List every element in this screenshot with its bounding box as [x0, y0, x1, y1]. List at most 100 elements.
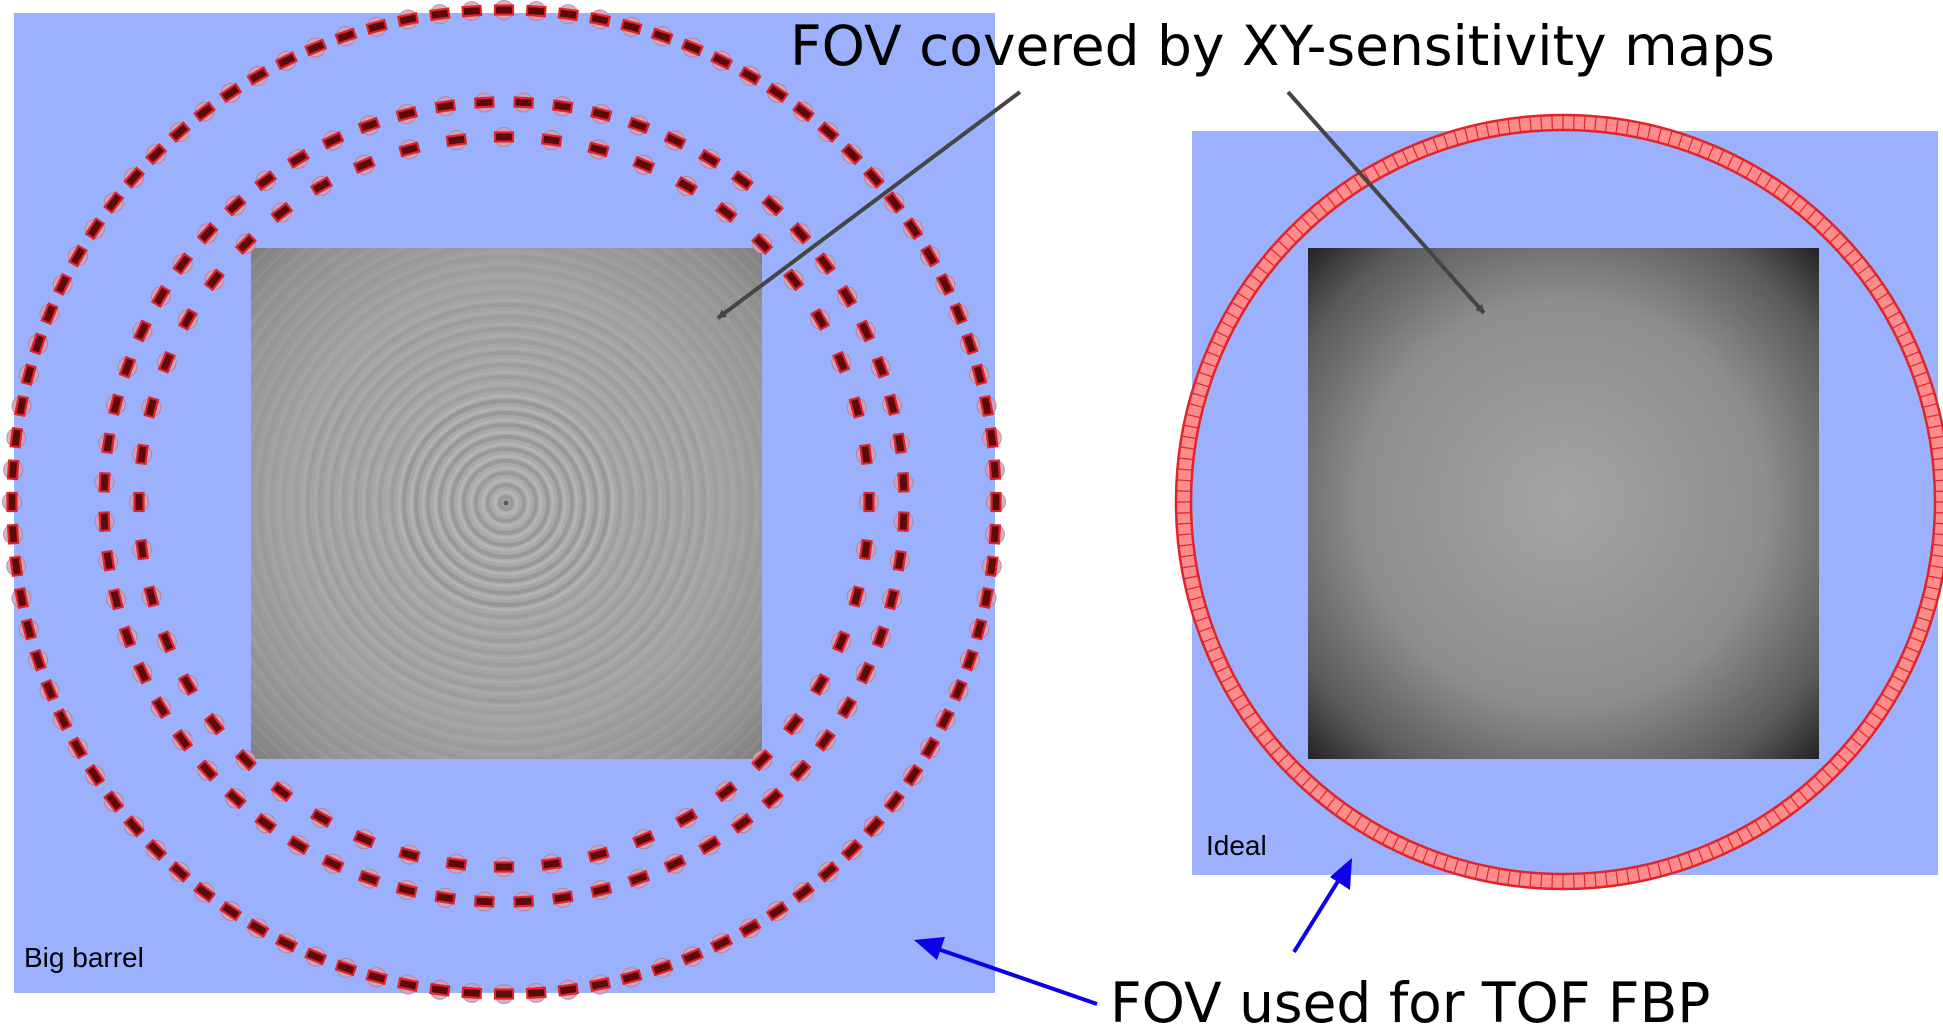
detector-module: [395, 104, 418, 124]
detector-module: [461, 1, 483, 22]
detector-module: [196, 759, 219, 782]
detector-module: [132, 538, 153, 561]
detector-module: [123, 166, 145, 189]
panel-label-big-barrel: Big barrel: [24, 942, 144, 973]
detector-module: [334, 26, 358, 47]
detector-module: [156, 350, 177, 374]
detector-module: [94, 472, 115, 493]
detector-module: [632, 829, 656, 850]
detector-module: [817, 121, 840, 143]
detector-module: [398, 844, 421, 865]
detector-module: [254, 170, 278, 192]
detector-module: [445, 130, 468, 151]
tof-callout: FOV used for TOF FBP: [1110, 971, 1710, 1033]
detector-module: [587, 844, 610, 865]
detector-module: [984, 523, 1005, 545]
sensitivity-ring-light: [325, 322, 687, 684]
detector-module: [117, 625, 138, 649]
detector-module: [855, 538, 876, 561]
detector-module: [193, 881, 216, 903]
detector-module: [663, 130, 687, 151]
detector-module: [141, 396, 162, 419]
detector-module: [765, 82, 789, 104]
detector-module: [831, 630, 852, 654]
detector-module: [67, 736, 88, 760]
sensitivity-ring: [438, 435, 574, 571]
detector-module: [840, 838, 864, 862]
detector-module: [474, 92, 495, 113]
sensitivity-ring-light: [385, 382, 627, 624]
detector-module: [513, 92, 534, 113]
detector-module: [976, 587, 997, 609]
detector-module: [632, 154, 656, 175]
detector-module: [976, 395, 997, 417]
detector-module: [270, 781, 294, 803]
detector-module: [395, 880, 418, 900]
detector-module: [67, 244, 88, 268]
detector-module: [969, 363, 990, 386]
detector-module: [889, 432, 910, 455]
sensitivity-ring: [354, 351, 658, 655]
detector-module: [750, 748, 774, 772]
detector-module: [540, 853, 563, 874]
detector-module: [859, 491, 879, 513]
detector-module: [893, 511, 914, 532]
detector-module: [172, 252, 194, 276]
detector-module: [224, 194, 247, 217]
detector-module: [429, 4, 451, 25]
detector-module: [84, 217, 106, 241]
detector-module: [889, 549, 910, 572]
detector-module: [365, 16, 388, 37]
detector-module: [986, 491, 1006, 513]
detector-module: [357, 868, 381, 889]
detector-module: [837, 696, 858, 720]
detector-module: [698, 148, 722, 169]
detector-module: [398, 139, 421, 160]
detector-module: [365, 967, 388, 988]
detector-module: [810, 307, 831, 332]
detector-module: [52, 708, 73, 732]
detector-module: [792, 101, 815, 123]
sensitivity-ring-light: [373, 370, 639, 636]
detector-module: [792, 881, 815, 903]
sensitivity-ring: [258, 255, 754, 751]
sensitivity-center-dot: [503, 500, 509, 506]
detector-module: [840, 142, 864, 166]
detector-module: [883, 790, 905, 813]
detector-module: [831, 350, 852, 374]
detector-module: [959, 648, 980, 672]
detector-module: [750, 232, 774, 256]
xy-sensitivity-map-ideal: [1308, 248, 1819, 759]
detector-module: [193, 101, 216, 123]
detector-module: [620, 16, 643, 37]
detector-module: [309, 808, 334, 829]
detector-module: [18, 618, 39, 641]
detector-module: [902, 217, 924, 241]
ideal-ring-outer-edge: [1174, 113, 1943, 891]
detector-module: [948, 302, 969, 326]
sensitivity-ring-light: [313, 310, 699, 696]
detector-module: [103, 790, 125, 813]
detector-module: [627, 115, 651, 136]
detector-module: [123, 815, 145, 838]
sensitivity-ring: [450, 447, 562, 559]
detector-module: [557, 4, 579, 25]
detector-module: [627, 868, 651, 889]
sensitivity-ring-light: [265, 262, 747, 744]
detector-module: [814, 252, 836, 276]
detector-module: [246, 65, 270, 86]
detector-module: [274, 50, 298, 71]
detector-module: [474, 891, 495, 912]
detector-module: [6, 555, 27, 577]
detector-module: [948, 678, 969, 702]
detector-module: [783, 268, 805, 292]
detector-module: [274, 933, 298, 954]
detector-module: [837, 284, 858, 308]
detector-module: [589, 9, 611, 30]
detector-module: [525, 1, 547, 22]
sensitivity-ring: [378, 375, 634, 631]
arrow-to-ideal-map: [1286, 90, 1486, 315]
detector-module: [870, 355, 891, 379]
detector-module: [6, 427, 27, 449]
